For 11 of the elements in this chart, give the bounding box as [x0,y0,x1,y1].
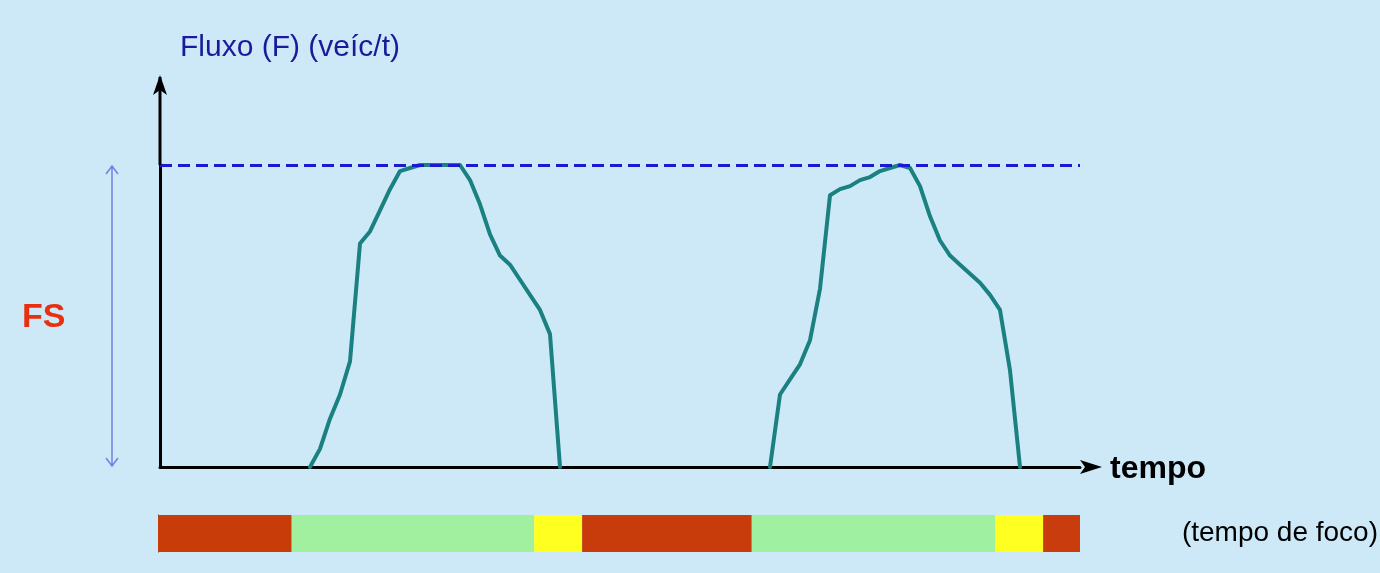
bar [534,515,583,552]
x-axis-title: tempo [1110,449,1206,485]
bar [995,515,1044,552]
text: (tempo de foco) [1181,515,1379,547]
y-axis-title: Fluxo (F) (veíc/t) [180,28,401,62]
bar [751,515,996,552]
bar [1043,515,1080,552]
bar [582,515,752,552]
bar [158,515,292,552]
bar [291,515,535,552]
text: FS [22,296,66,335]
